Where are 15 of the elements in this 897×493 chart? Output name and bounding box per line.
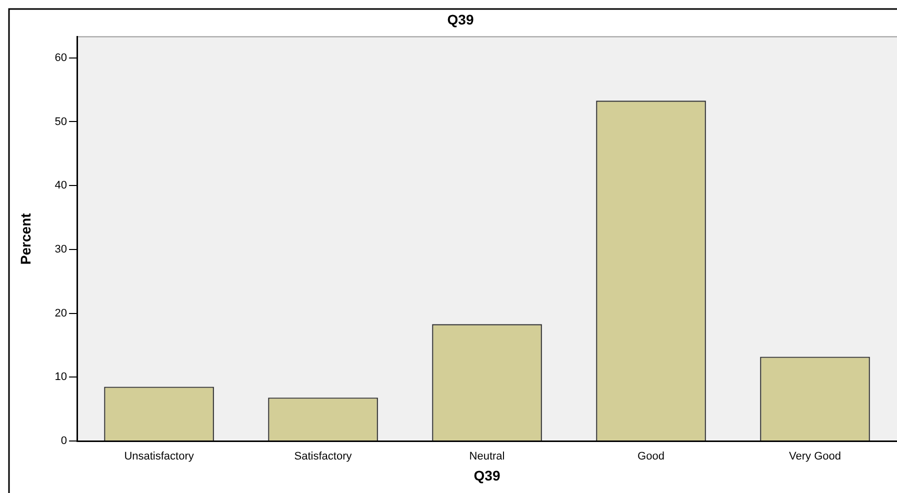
- x-tick-label: Neutral: [469, 450, 505, 463]
- x-tick-label: Good: [638, 450, 664, 463]
- y-tick-label: 60: [54, 52, 68, 64]
- y-tick-label: 10: [54, 371, 68, 384]
- x-tick-label: Satisfactory: [294, 450, 352, 463]
- y-tick-label: 50: [54, 116, 68, 128]
- y-tick-label: 40: [54, 180, 68, 192]
- x-tick-label: Unsatisfactory: [124, 450, 194, 463]
- y-tick-label: 20: [54, 307, 68, 320]
- y-axis-title: Percent: [17, 212, 34, 265]
- y-tick-label: 0: [60, 435, 68, 448]
- x-axis-title: Q39: [474, 467, 500, 484]
- chart-title: Q39: [447, 11, 474, 28]
- y-tick-label: 30: [54, 243, 68, 256]
- x-tick-label: Very Good: [789, 450, 841, 463]
